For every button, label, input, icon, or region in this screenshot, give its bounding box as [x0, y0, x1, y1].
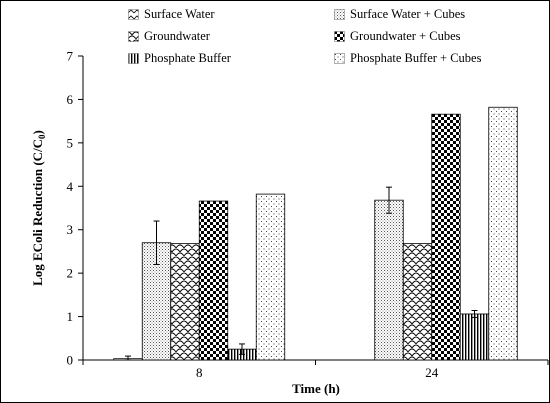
y-axis-label-main: Log EColi Reduction (C/C — [30, 139, 45, 286]
legend-item: Groundwater + Cubes — [334, 28, 461, 44]
bar — [374, 199, 404, 361]
y-tick-label: 6 — [67, 92, 74, 107]
bar — [170, 243, 200, 361]
legend-item: Phosphate Buffer — [128, 50, 231, 66]
legend-label: Groundwater — [144, 28, 210, 43]
y-axis-label-subscript: 0 — [37, 134, 47, 139]
legend-label: Surface Water — [144, 6, 215, 21]
bar — [198, 200, 229, 361]
legend-item: Phosphate Buffer + Cubes — [334, 50, 481, 66]
y-tick-label: 1 — [67, 309, 74, 324]
x-tick-label: 24 — [425, 365, 439, 380]
legend-swatch — [334, 8, 345, 20]
legend-item: Surface Water + Cubes — [334, 6, 465, 22]
y-axis-label: Log EColi Reduction (C/C0) — [30, 130, 47, 286]
legend-swatch — [334, 30, 345, 42]
bar — [459, 313, 490, 361]
legend-label: Groundwater + Cubes — [350, 28, 461, 43]
y-tick-label: 4 — [67, 179, 74, 194]
plot-area: 0 1 2 3 4 5 6 7 8 24 — [67, 49, 549, 380]
legend-swatch — [128, 30, 139, 42]
y-tick-label: 2 — [67, 266, 74, 281]
x-axis-label: Time (h) — [292, 381, 340, 396]
x-tick-label: 8 — [196, 365, 203, 380]
y-axis-label-close: ) — [30, 130, 45, 134]
y-tick-label: 5 — [67, 135, 74, 150]
legend-label: Surface Water + Cubes — [350, 6, 466, 21]
y-tick-label: 3 — [67, 222, 74, 237]
bar — [488, 106, 518, 361]
bar — [402, 243, 433, 361]
legend-swatch — [128, 52, 139, 64]
legend-swatch — [334, 52, 345, 64]
y-tick-label: 7 — [67, 49, 74, 64]
bar — [255, 193, 286, 361]
y-tick-label: 0 — [67, 353, 74, 368]
legend-item: Groundwater — [128, 28, 210, 44]
bar — [431, 113, 461, 361]
legend-label: Phosphate Buffer + Cubes — [350, 50, 482, 65]
legend-swatch — [128, 8, 139, 20]
legend-label: Phosphate Buffer — [144, 50, 231, 65]
legend-item: Surface Water — [128, 6, 215, 22]
